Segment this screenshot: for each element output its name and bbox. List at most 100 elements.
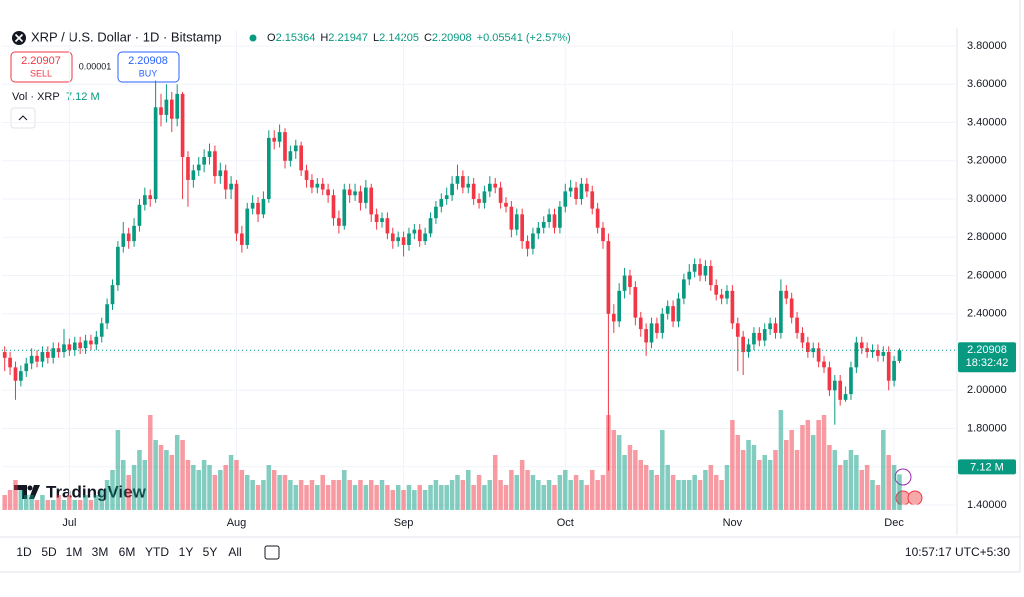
candle-body	[547, 214, 551, 222]
volume-bar	[703, 470, 708, 510]
volume-bar	[670, 475, 676, 510]
volume-bar	[514, 475, 520, 510]
candle-body	[385, 218, 390, 234]
x-tick-label: Nov	[723, 517, 743, 529]
candle-body	[153, 107, 158, 200]
x-tick-label: Dec	[884, 517, 904, 529]
volume-bar	[897, 474, 902, 510]
timeframe-button[interactable]: 1D	[16, 545, 32, 559]
candle-body	[272, 137, 277, 142]
timeframe-button[interactable]: YTD	[145, 545, 169, 559]
volume-bar	[816, 420, 821, 510]
candle-body	[450, 183, 454, 196]
calendar-icon[interactable]	[264, 545, 280, 560]
volume-bar	[147, 415, 153, 510]
candle-body	[240, 233, 244, 245]
candle-body	[746, 344, 751, 353]
candle-body	[768, 323, 772, 330]
volume-bar	[692, 475, 697, 510]
volume-bar	[153, 440, 158, 510]
sell-button[interactable]	[10, 51, 73, 83]
candle-body	[89, 340, 93, 345]
timeframe-button[interactable]: 1M	[66, 545, 83, 559]
candle-body	[304, 170, 309, 180]
volume-bar	[174, 435, 180, 510]
candle-body	[67, 344, 72, 351]
volume-bar	[643, 465, 649, 510]
candle-body	[865, 348, 869, 353]
event-icon[interactable]	[907, 490, 923, 506]
volume-bar	[104, 480, 110, 510]
volume-bar	[832, 450, 838, 510]
volume-bar	[325, 485, 331, 510]
candle-body	[8, 357, 12, 368]
candle-body	[35, 355, 39, 362]
candle-body	[337, 218, 341, 226]
collapse-button[interactable]	[10, 107, 36, 129]
volume-bar	[201, 460, 207, 510]
volume-bar	[589, 470, 595, 510]
y-tick-label: 3.40000	[967, 116, 1007, 128]
candle-body	[407, 233, 411, 245]
sell-label: SELL	[30, 68, 52, 78]
candle-body	[234, 183, 239, 234]
volume-bar	[72, 500, 78, 510]
volume-bar	[77, 500, 83, 510]
candle-body	[859, 342, 864, 349]
candle-body	[784, 290, 789, 299]
y-tick-label: 1.40000	[967, 499, 1007, 511]
candle-body	[326, 189, 330, 196]
candle-body	[876, 350, 880, 356]
ohlc-value: 2.15364	[276, 32, 316, 44]
candle-body	[40, 352, 45, 362]
candle-body	[816, 348, 821, 362]
volume-bar	[368, 480, 374, 510]
candle-body	[207, 151, 212, 157]
timeframe-button[interactable]: 5D	[41, 545, 57, 559]
candle-body	[434, 206, 438, 219]
timeframe-button[interactable]: 1Y	[179, 545, 194, 559]
candle-body	[137, 204, 142, 226]
timeframe-button[interactable]: All	[228, 545, 241, 559]
volume-bar	[94, 495, 99, 510]
buy-button[interactable]	[117, 51, 180, 83]
volume-bar	[805, 420, 811, 510]
candle-body	[622, 275, 627, 291]
ohlc-label: C	[424, 32, 432, 44]
volume-bar	[61, 500, 67, 510]
candle-body	[838, 380, 843, 400]
candle-body	[218, 170, 223, 177]
volume-bar	[121, 460, 126, 510]
timeframe-button[interactable]: 6M	[119, 545, 136, 559]
timeframe-button[interactable]: 5Y	[203, 545, 218, 559]
volume-bar	[250, 480, 255, 510]
candle-body	[897, 350, 902, 361]
candle-body	[649, 323, 654, 343]
candle-body	[822, 361, 826, 368]
volume-bar	[255, 485, 261, 510]
volume-bar	[875, 485, 881, 510]
y-tick-label: 2.40000	[967, 308, 1007, 320]
volume-bar	[487, 480, 493, 510]
candle-body	[374, 214, 379, 222]
candle-body	[832, 380, 837, 391]
volume-bar	[837, 465, 843, 510]
candle-body	[870, 350, 875, 353]
volume-bar	[45, 500, 51, 510]
volume-bar	[794, 450, 800, 510]
candle-body	[121, 233, 126, 247]
timeframe-button[interactable]: 3M	[92, 545, 109, 559]
ohlc-value: 2.20908	[432, 32, 472, 44]
plot: 1.400001.600001.800002.000002.200002.400…	[2, 30, 1016, 529]
volume-bar	[563, 470, 568, 510]
volume-bar	[686, 480, 692, 510]
candle-body	[590, 191, 595, 209]
candle-body	[687, 271, 692, 280]
volume-bar	[83, 495, 88, 510]
candle-body	[741, 336, 745, 353]
volume-bar	[406, 485, 412, 510]
candle-body	[881, 352, 886, 356]
volume-bar	[158, 445, 164, 510]
volume-bar	[541, 485, 546, 510]
